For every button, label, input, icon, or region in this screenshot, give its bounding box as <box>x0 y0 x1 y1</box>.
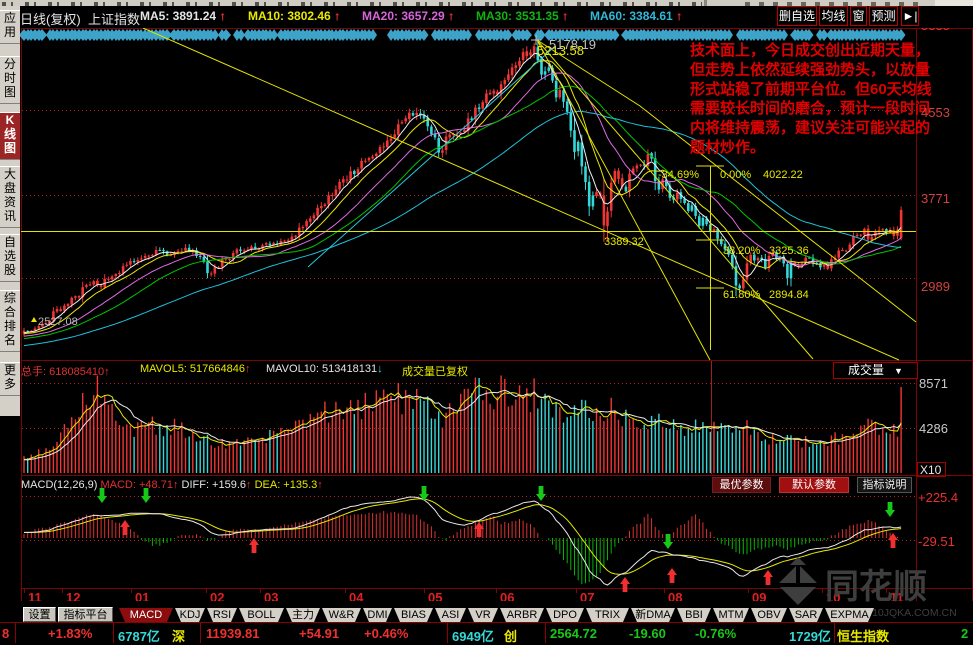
svg-text:07: 07 <box>580 590 594 601</box>
svg-text:02: 02 <box>210 590 224 601</box>
svg-text:4286: 4286 <box>919 421 948 436</box>
svg-text:X10: X10 <box>920 463 942 477</box>
svg-text:技术面上，今日成交创出近期天量，: 技术面上，今日成交创出近期天量， <box>690 41 930 59</box>
svg-text:05: 05 <box>428 590 442 601</box>
svg-text:形式站稳了前期平台位。但60天均线: 形式站稳了前期平台位。但60天均线 <box>690 80 932 98</box>
svg-text:同花顺: 同花顺 <box>825 568 927 606</box>
svg-text:4553: 4553 <box>921 105 950 120</box>
svg-text:04: 04 <box>349 590 364 601</box>
svg-text:8571: 8571 <box>919 376 948 391</box>
svg-text:09: 09 <box>752 590 766 601</box>
svg-text:-29.51: -29.51 <box>918 534 955 549</box>
svg-text:5335: 5335 <box>921 28 950 33</box>
svg-text:内将维持震荡，建议关注可能兴起的: 内将维持震荡，建议关注可能兴起的 <box>690 119 930 137</box>
svg-text:0.00%: 0.00% <box>720 169 751 181</box>
svg-text:12: 12 <box>66 590 80 601</box>
svg-text:10: 10 <box>826 590 840 601</box>
svg-text:题材炒作。: 题材炒作。 <box>690 138 765 156</box>
svg-text:61.80%: 61.80% <box>723 289 761 301</box>
svg-text:01: 01 <box>135 590 149 601</box>
svg-text:+225.4: +225.4 <box>918 490 958 505</box>
svg-text:2894.84: 2894.84 <box>769 289 809 301</box>
svg-text:3325.36: 3325.36 <box>769 245 809 257</box>
svg-text:06: 06 <box>500 590 514 601</box>
svg-text:5178.19: 5178.19 <box>549 37 596 52</box>
svg-text:08: 08 <box>668 590 682 601</box>
svg-text:2527.08: 2527.08 <box>38 316 78 328</box>
svg-text:03: 03 <box>264 590 278 601</box>
svg-text:需要较长时间的磨合，预计一段时间: 需要较长时间的磨合，预计一段时间 <box>690 99 930 117</box>
svg-text:38.20%: 38.20% <box>723 245 761 257</box>
svg-text:11: 11 <box>28 590 42 601</box>
svg-text:-34.69%: -34.69% <box>658 169 699 181</box>
svg-text:4022.22: 4022.22 <box>763 169 803 181</box>
svg-text:但走势上依然延续强劲势头，以放量: 但走势上依然延续强劲势头，以放量 <box>689 60 930 78</box>
svg-text:5213.58: 5213.58 <box>537 43 584 58</box>
svg-text:11: 11 <box>890 590 904 601</box>
svg-text:3389.32: 3389.32 <box>604 236 644 248</box>
svg-text:3771: 3771 <box>921 191 950 206</box>
svg-text:2989: 2989 <box>921 279 950 294</box>
